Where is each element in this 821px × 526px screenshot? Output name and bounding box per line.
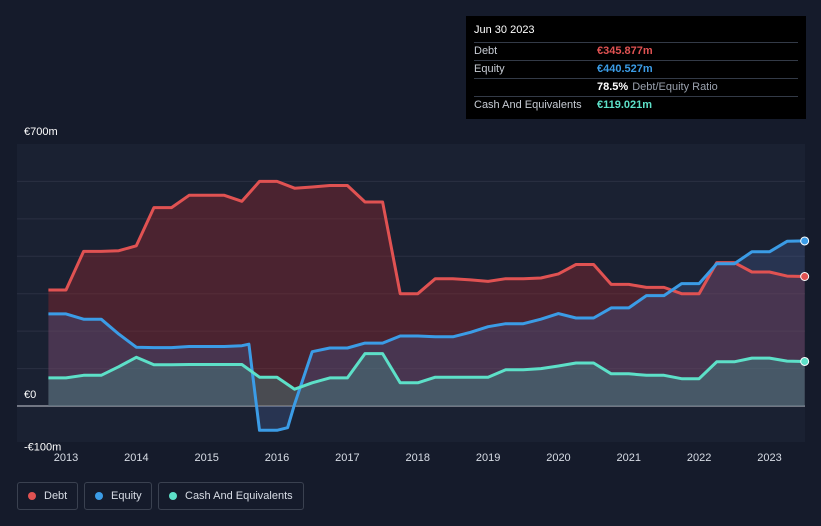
debt-area [48, 181, 805, 406]
series-lines [48, 179, 805, 432]
tooltip-row-debt: Debt €345.877m [474, 42, 798, 60]
legend-dot-icon [169, 492, 177, 500]
tooltip-value: €440.527m [597, 63, 653, 75]
legend-label: Cash And Equivalents [185, 490, 293, 502]
tooltip-ratio: 78.5% Debt/Equity Ratio [597, 79, 718, 96]
legend-label: Debt [44, 490, 68, 502]
x-tick-label: 2019 [476, 452, 500, 464]
x-tick-label: 2016 [265, 452, 289, 464]
x-tick-label: 2018 [406, 452, 430, 464]
legend-item-debt[interactable]: Debt [17, 482, 78, 510]
debt-line [48, 179, 805, 296]
x-tick-label: 2020 [546, 452, 570, 464]
tooltip-label: Cash And Equivalents [474, 99, 582, 111]
tooltip-value: 78.5% [597, 81, 629, 93]
equity-line [48, 239, 805, 432]
legend-label: Equity [111, 490, 142, 502]
series-end-markers [800, 236, 810, 366]
y-tick-label: €700m [24, 126, 58, 138]
tooltip-row-equity: Equity €440.527m [474, 60, 798, 78]
x-tick-label: 2014 [124, 452, 148, 464]
cash-and-equivalents-end-dot [800, 356, 810, 366]
x-tick-label: 2021 [617, 452, 641, 464]
x-tick-label: 2013 [54, 452, 78, 464]
tooltip-label: Debt [474, 45, 498, 57]
tooltip-panel: Jun 30 2023 Debt €345.877m Equity €440.5… [466, 16, 806, 119]
y-axis-labels: €700m €0 -€100m [24, 126, 61, 453]
tooltip-value: €345.877m [597, 45, 653, 57]
tooltip-row-cash: Cash And Equivalents €119.021m [474, 96, 798, 114]
tooltip-label [474, 79, 597, 96]
y-tick-label: €0 [24, 389, 36, 401]
x-tick-label: 2022 [687, 452, 711, 464]
x-axis-labels: 2013 2014 2015 2016 2017 2018 2019 2020 2021 2022… [54, 452, 782, 464]
tooltip-label: Equity [474, 63, 505, 75]
legend-item-equity[interactable]: Equity [84, 482, 152, 510]
debt-end-dot [800, 271, 810, 281]
tooltip-date: Jun 30 2023 [474, 24, 535, 36]
y-tick-label: -€100m [24, 441, 61, 453]
tooltip-value: €119.021m [597, 99, 653, 111]
x-tick-label: 2023 [757, 452, 781, 464]
legend-dot-icon [28, 492, 36, 500]
x-tick-label: 2017 [335, 452, 359, 464]
tooltip-row-ratio: 78.5% Debt/Equity Ratio [474, 78, 798, 96]
legend-item-cash[interactable]: Cash And Equivalents [158, 482, 304, 510]
equity-area [48, 240, 805, 431]
legend-dot-icon [95, 492, 103, 500]
cash-and-equivalents-line [48, 352, 805, 391]
x-tick-label: 2015 [194, 452, 218, 464]
equity-end-dot [800, 236, 810, 246]
cash-and-equivalents-area [48, 353, 805, 406]
tooltip-ratio-label: Debt/Equity Ratio [632, 81, 718, 93]
series-areas [48, 181, 805, 431]
